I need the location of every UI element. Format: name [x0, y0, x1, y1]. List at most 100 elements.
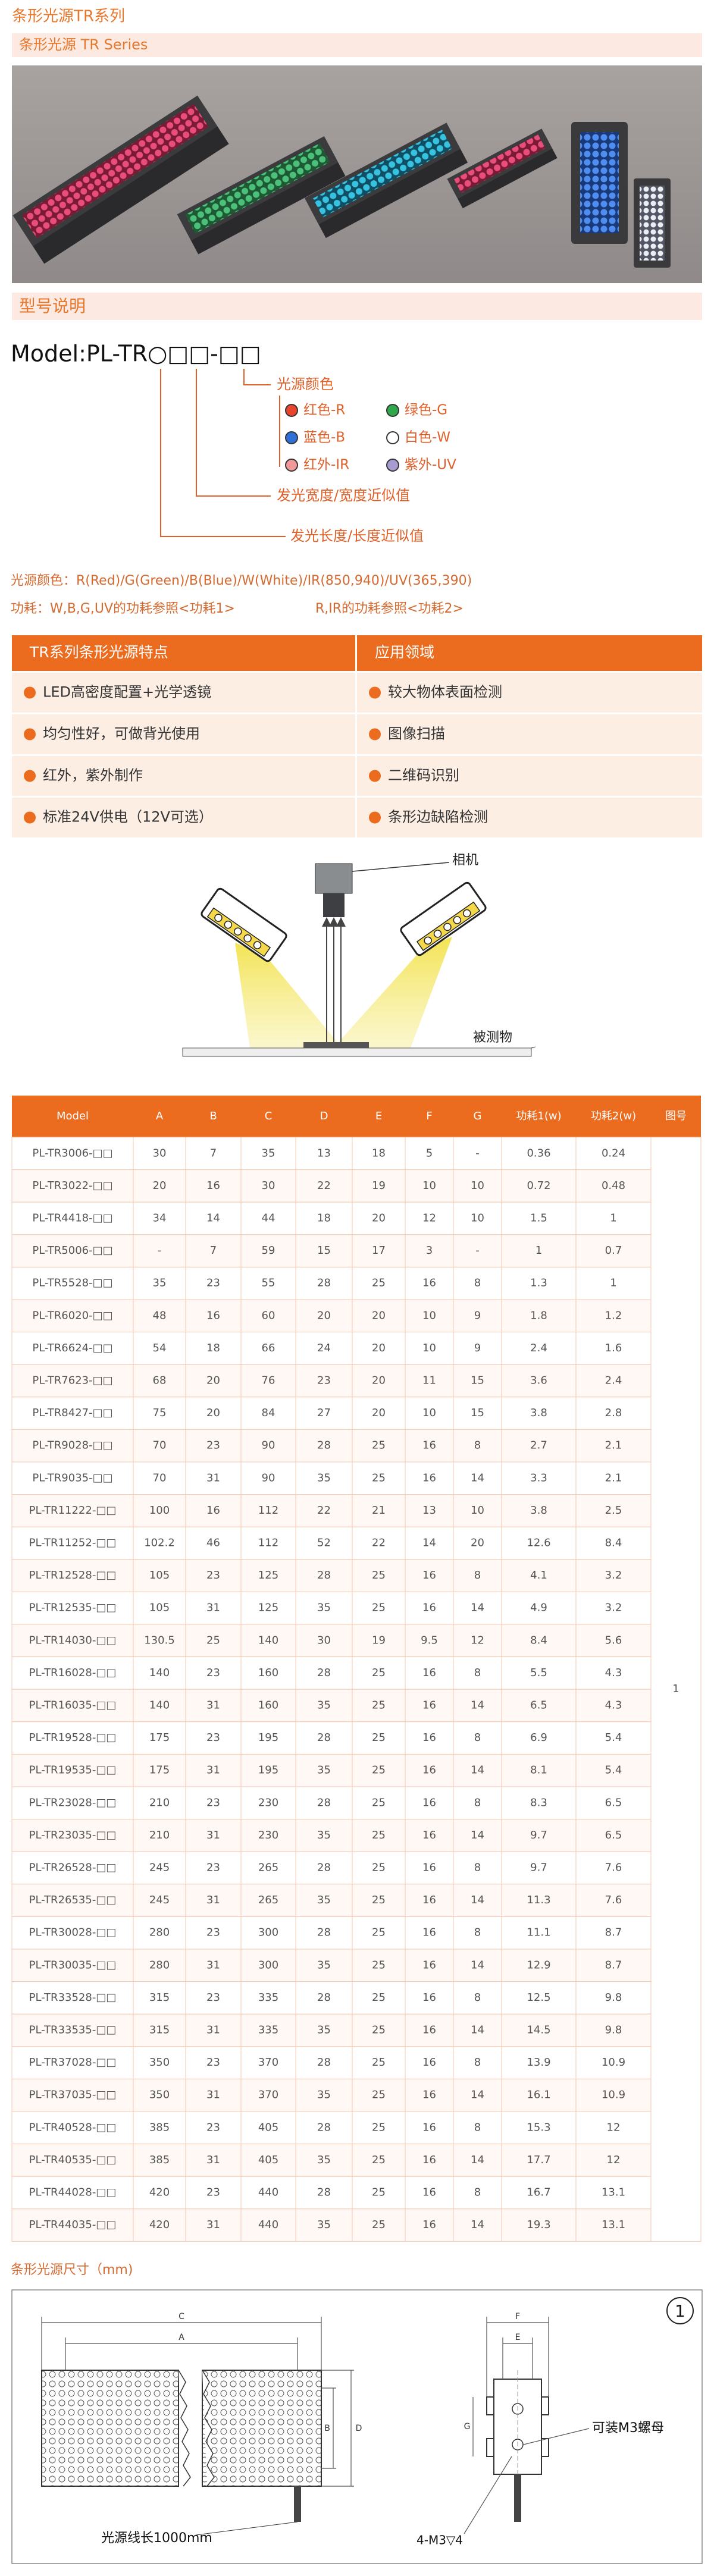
table-cell: 8	[474, 2056, 481, 2069]
bullet	[369, 686, 381, 699]
table-cell: 0.24	[602, 1147, 625, 1159]
table-cell: 16	[422, 1764, 436, 1777]
table-row	[11, 2046, 652, 2079]
table-cell: 10.9	[602, 2056, 625, 2069]
table-cell: 25	[372, 1829, 386, 1841]
feature-text: LED高密度配置+光学透镜	[43, 684, 211, 701]
table-cell: 31	[206, 1764, 220, 1777]
table-cell: 22	[317, 1179, 331, 1192]
table-cell: 31	[206, 1471, 220, 1484]
dimension-letter: C	[178, 2312, 184, 2321]
color-swatch	[285, 431, 298, 444]
table-cell: 25	[372, 2024, 386, 2037]
table-cell: 16	[206, 1504, 220, 1517]
table-cell: 20	[372, 1407, 386, 1419]
table-cell: PL-TR44035-□□	[29, 2219, 117, 2231]
table-cell: 28	[317, 1569, 331, 1582]
table-cell: 23	[317, 1375, 331, 1387]
table-cell: 59	[262, 1244, 275, 1257]
table-cell: PL-TR19535-□□	[29, 1764, 117, 1777]
table-cell: 25	[372, 1796, 386, 1809]
table-cell: 3.8	[530, 1407, 547, 1419]
table-cell: 8	[474, 1862, 481, 1874]
width-label: 发光宽度/宽度近似值	[277, 487, 410, 504]
table-cell: 28	[317, 1991, 331, 2004]
table-cell: 16	[422, 2154, 436, 2166]
table-cell: 405	[258, 2121, 278, 2133]
table-cell: 440	[258, 2219, 278, 2231]
table-cell: 4.1	[530, 1569, 547, 1582]
table-cell: PL-TR7623-□□	[32, 1375, 112, 1387]
table-cell: PL-TR3022-□□	[32, 1179, 112, 1192]
table-cell: 16	[422, 2121, 436, 2133]
table-cell: 10	[422, 1179, 436, 1192]
table-cell: 9	[474, 1309, 481, 1322]
table-row	[11, 2208, 652, 2242]
column-header: B	[209, 1110, 217, 1122]
dimension-letter: E	[515, 2333, 521, 2342]
table-cell: 13.1	[602, 2186, 625, 2199]
length-label: 发光长度/长度近似值	[290, 528, 424, 544]
table-cell: 8	[474, 1569, 481, 1582]
table-cell: 34	[153, 1212, 167, 1225]
table-cell: 7	[210, 1147, 217, 1159]
bullet	[369, 811, 381, 824]
table-cell: 31	[206, 1699, 220, 1712]
table-cell: 1	[610, 1212, 616, 1225]
bullet	[369, 728, 381, 741]
table-cell: 31	[206, 2089, 220, 2101]
column-header: Model	[57, 1110, 89, 1122]
table-cell: 15	[471, 1375, 484, 1387]
table-cell: 17	[372, 1244, 386, 1257]
screw-note: 4-M3▽4	[416, 2533, 463, 2547]
table-cell: 440	[258, 2186, 278, 2199]
feature-cell	[357, 714, 702, 754]
table-cell: 35	[317, 1894, 331, 1906]
table-cell: 7	[210, 1244, 217, 1257]
table-cell: 19	[372, 1179, 386, 1192]
table-cell: 16	[206, 1309, 220, 1322]
table-cell: 35	[317, 2219, 331, 2231]
table-cell: 31	[206, 2154, 220, 2166]
table-cell: 19.3	[527, 2219, 550, 2231]
table-cell: 54	[153, 1342, 167, 1354]
table-cell: 13	[317, 1147, 331, 1159]
table-cell: 5.4	[605, 1764, 622, 1777]
table-cell: 14	[471, 1894, 484, 1906]
table-row	[11, 1461, 652, 1495]
table-cell: 16	[422, 1926, 436, 1939]
table-cell: 0.48	[602, 1179, 625, 1192]
table-cell: 16	[422, 2186, 436, 2199]
table-cell: 350	[149, 2089, 170, 2101]
feature-text: 二维码识别	[388, 767, 459, 784]
table-cell: 25	[372, 1667, 386, 1679]
table-cell: 385	[149, 2121, 170, 2133]
table-cell: 31	[206, 1959, 220, 1971]
table-cell: 3.2	[605, 1569, 622, 1582]
dimension-letters: C A B D F E G	[178, 2312, 520, 2433]
table-cell: 14	[471, 2089, 484, 2101]
merged-cell	[650, 1137, 702, 2242]
table-cell: PL-TR30035-□□	[29, 1959, 117, 1971]
column-header: A	[156, 1110, 164, 1122]
table-cell: 35	[317, 2024, 331, 2037]
table-cell: 25	[372, 1277, 386, 1289]
table-cell: 70	[153, 1471, 167, 1484]
color-name: 白色-W	[405, 430, 450, 445]
table-cell: 16	[422, 2219, 436, 2231]
table-row	[11, 1397, 652, 1430]
table-cell: 8	[474, 1667, 481, 1679]
table-cell: 2.5	[605, 1504, 622, 1517]
table-cell: 28	[317, 1731, 331, 1744]
table-cell: 16	[206, 1179, 220, 1192]
column-header: F	[426, 1110, 432, 1122]
table-cell: 12	[471, 1634, 484, 1646]
power-note: R,IR的功耗参照<功耗2>	[315, 601, 464, 616]
table-cell: PL-TR6020-□□	[32, 1309, 112, 1322]
table-cell: 16	[422, 1277, 436, 1289]
table-cell: 25	[372, 2186, 386, 2199]
table-cell: PL-TR9035-□□	[32, 1471, 112, 1484]
table-cell: 20	[372, 1375, 386, 1387]
table-row	[11, 1721, 652, 1755]
table-cell: 105	[149, 1602, 170, 1614]
